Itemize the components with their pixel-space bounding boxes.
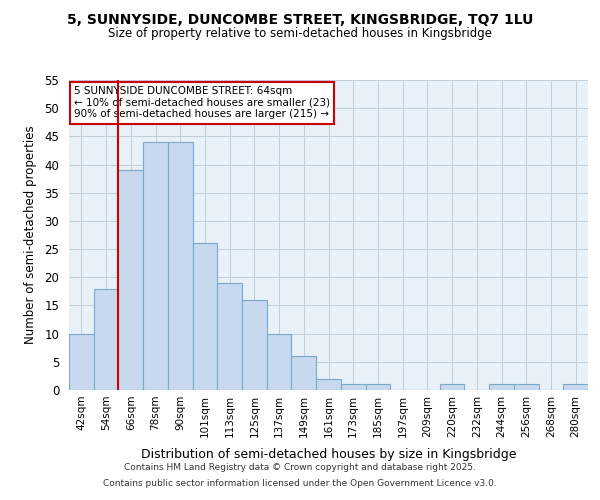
Bar [69,334,94,390]
Bar [94,288,118,390]
Bar [193,244,217,390]
Text: 5 SUNNYSIDE DUNCOMBE STREET: 64sqm
← 10% of semi-detached houses are smaller (23: 5 SUNNYSIDE DUNCOMBE STREET: 64sqm ← 10%… [74,86,331,120]
Y-axis label: Number of semi-detached properties: Number of semi-detached properties [25,126,37,344]
Bar [118,170,143,390]
Bar [341,384,365,390]
Bar [267,334,292,390]
Bar [168,142,193,390]
Bar [514,384,539,390]
Bar [316,378,341,390]
X-axis label: Distribution of semi-detached houses by size in Kingsbridge: Distribution of semi-detached houses by … [141,448,516,461]
Bar [563,384,588,390]
Text: 5, SUNNYSIDE, DUNCOMBE STREET, KINGSBRIDGE, TQ7 1LU: 5, SUNNYSIDE, DUNCOMBE STREET, KINGSBRID… [67,12,533,26]
Text: Contains HM Land Registry data © Crown copyright and database right 2025.: Contains HM Land Registry data © Crown c… [124,464,476,472]
Bar [365,384,390,390]
Bar [217,283,242,390]
Text: Contains public sector information licensed under the Open Government Licence v3: Contains public sector information licen… [103,478,497,488]
Bar [242,300,267,390]
Bar [489,384,514,390]
Bar [440,384,464,390]
Text: Size of property relative to semi-detached houses in Kingsbridge: Size of property relative to semi-detach… [108,28,492,40]
Bar [292,356,316,390]
Bar [143,142,168,390]
